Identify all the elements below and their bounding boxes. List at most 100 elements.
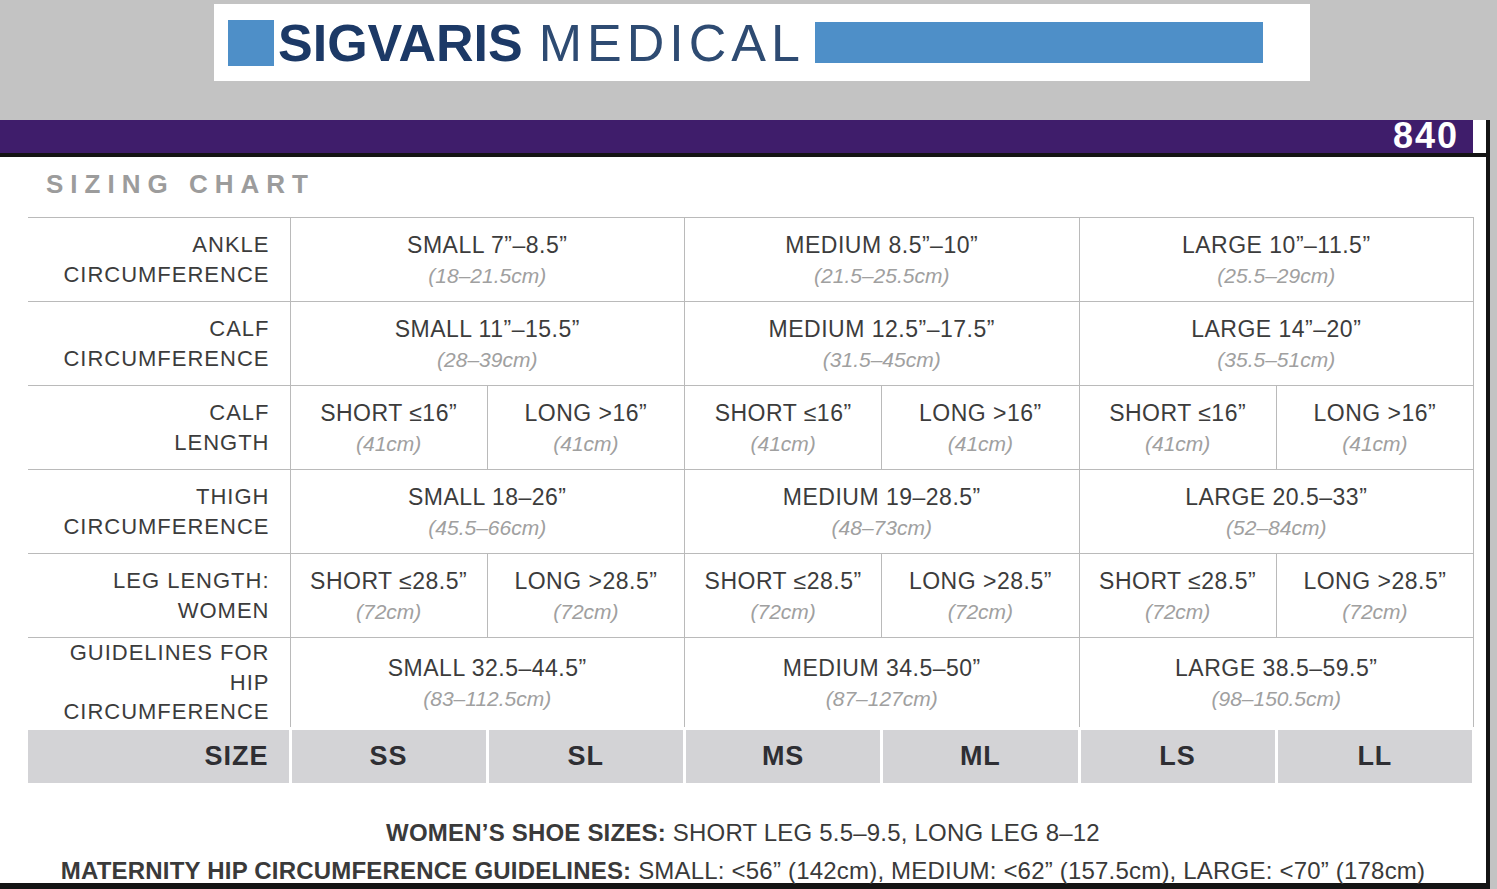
measure-inches: LONG >16” <box>882 400 1078 427</box>
measure-cell: SHORT ≤16” (41cm) <box>290 386 487 470</box>
measure-inches: MEDIUM 19–28.5” <box>685 484 1079 511</box>
measure-cell: LARGE 20.5–33” (52–84cm) <box>1079 470 1474 554</box>
measure-cell: SMALL 18–26”(45.5–66cm) <box>290 470 685 554</box>
product-number: 840 <box>1393 118 1459 154</box>
measure-cm: (87–127cm) <box>685 687 1079 711</box>
measure-cm: (41cm) <box>291 432 487 456</box>
measure-cm: (72cm) <box>685 600 881 624</box>
table-row: THIGHCIRCUMFERENCESMALL 18–26”(45.5–66cm… <box>28 470 1474 554</box>
measure-inches: LONG >16” <box>488 400 684 427</box>
shoe-sizes-note-label: WOMEN’S SHOE SIZES: <box>386 819 666 846</box>
brand-logo: SIGVARIS MEDICAL <box>214 4 1310 81</box>
size-code-cell: ML <box>882 729 1079 785</box>
measure-cm: (21.5–25.5cm) <box>685 264 1079 288</box>
footnotes: WOMEN’S SHOE SIZES: SHORT LEG 5.5–9.5, L… <box>0 819 1486 885</box>
measure-cell: SMALL 32.5–44.5”(83–112.5cm) <box>290 638 685 729</box>
measure-inches: LONG >16” <box>1277 400 1473 427</box>
sizing-table: ANKLECIRCUMFERENCESMALL 7”–8.5” (18–21.5c… <box>28 217 1475 786</box>
page-title: SIZING CHART <box>46 169 1486 200</box>
maternity-hip-note-label: MATERNITY HIP CIRCUMFERENCE GUIDELINES: <box>61 857 632 884</box>
size-code-cell: SL <box>487 729 684 785</box>
measure-cm: (41cm) <box>685 432 881 456</box>
measure-cell: LARGE 38.5–59.5” (98–150.5cm) <box>1079 638 1474 729</box>
measure-inches: SHORT ≤28.5” <box>1080 568 1276 595</box>
measure-cm: (72cm) <box>291 600 487 624</box>
size-code-cell: SS <box>290 729 487 785</box>
measure-cm: (48–73cm) <box>685 516 1079 540</box>
measure-cell: SHORT ≤16” (41cm) <box>1079 386 1276 470</box>
measure-cm: (52–84cm) <box>1080 516 1474 540</box>
measure-cm: (72cm) <box>488 600 684 624</box>
measure-inches: MEDIUM 12.5”–17.5” <box>685 316 1079 343</box>
size-row-label: SIZE <box>28 729 290 785</box>
measure-inches: SHORT ≤16” <box>1080 400 1276 427</box>
measure-cell: SHORT ≤28.5”(72cm) <box>290 554 487 638</box>
measure-cell: SHORT ≤28.5” (72cm) <box>1079 554 1276 638</box>
shoe-sizes-note: WOMEN’S SHOE SIZES: SHORT LEG 5.5–9.5, L… <box>0 819 1486 847</box>
maternity-hip-note: MATERNITY HIP CIRCUMFERENCE GUIDELINES: … <box>0 857 1486 885</box>
row-label: CALFLENGTH <box>28 386 290 470</box>
row-label: THIGHCIRCUMFERENCE <box>28 470 290 554</box>
measure-cell: LARGE 10”–11.5” (25.5–29cm) <box>1079 218 1474 302</box>
measure-cell: LARGE 14”–20” (35.5–51cm) <box>1079 302 1474 386</box>
measure-cell: LONG >28.5” (72cm) <box>487 554 684 638</box>
measure-inches: SMALL 18–26” <box>291 484 685 511</box>
measure-cell: MEDIUM 8.5”–10” (21.5–25.5cm) <box>685 218 1080 302</box>
maternity-hip-note-text: SMALL: <56” (142cm), MEDIUM: <62” (157.5… <box>638 857 1425 884</box>
measure-cell: SMALL 11”–15.5”(28–39cm) <box>290 302 685 386</box>
table-row: LEG LENGTH:WOMENSHORT ≤28.5”(72cm)LONG >… <box>28 554 1474 638</box>
table-row: CALFCIRCUMFERENCESMALL 11”–15.5”(28–39cm… <box>28 302 1474 386</box>
measure-cm: (25.5–29cm) <box>1080 264 1474 288</box>
measure-cell: MEDIUM 34.5–50” (87–127cm) <box>685 638 1080 729</box>
measure-inches: LARGE 20.5–33” <box>1080 484 1474 511</box>
measure-inches: SHORT ≤16” <box>291 400 487 427</box>
logo-brand-text: SIGVARIS <box>278 13 523 73</box>
measure-cm: (35.5–51cm) <box>1080 348 1474 372</box>
measure-cell: LONG >28.5”(72cm) <box>882 554 1079 638</box>
measure-cell: MEDIUM 12.5”–17.5” (31.5–45cm) <box>685 302 1080 386</box>
measure-cm: (18–21.5cm) <box>291 264 685 288</box>
measure-cell: LONG >28.5” (72cm) <box>1276 554 1473 638</box>
measure-cm: (41cm) <box>1277 432 1473 456</box>
measure-inches: SMALL 7”–8.5” <box>291 232 685 259</box>
measure-cell: SHORT ≤28.5” (72cm) <box>685 554 882 638</box>
row-label: LEG LENGTH:WOMEN <box>28 554 290 638</box>
measure-cm: (98–150.5cm) <box>1080 687 1474 711</box>
measure-inches: LONG >28.5” <box>1277 568 1473 595</box>
measure-cm: (41cm) <box>1080 432 1276 456</box>
row-label: ANKLECIRCUMFERENCE <box>28 218 290 302</box>
measure-inches: LARGE 14”–20” <box>1080 316 1474 343</box>
measure-inches: MEDIUM 8.5”–10” <box>685 232 1079 259</box>
measure-inches: MEDIUM 34.5–50” <box>685 655 1079 682</box>
page: { "colors": { "page_bg": "#c3c3c3", "bra… <box>0 0 1497 889</box>
document-sheet: 840 SIZING CHART ANKLECIRCUMFERENCESMALL… <box>0 120 1490 889</box>
measure-cell: LONG >16” (41cm) <box>487 386 684 470</box>
measure-inches: SHORT ≤16” <box>685 400 881 427</box>
measure-cell: SHORT ≤16” (41cm) <box>685 386 882 470</box>
measure-inches: SHORT ≤28.5” <box>685 568 881 595</box>
size-code-cell: LL <box>1276 729 1473 785</box>
measure-cm: (41cm) <box>488 432 684 456</box>
size-row: SIZESSSLMSMLLSLL <box>28 729 1474 785</box>
measure-cell: LONG >16” (41cm) <box>882 386 1079 470</box>
row-label: GUIDELINES FOR HIPCIRCUMFERENCE <box>28 638 290 729</box>
size-code-cell: MS <box>685 729 882 785</box>
banner-divider <box>0 153 1486 157</box>
row-label: CALFCIRCUMFERENCE <box>28 302 290 386</box>
measure-inches: LARGE 38.5–59.5” <box>1080 655 1474 682</box>
logo-bar-shape <box>815 22 1263 63</box>
measure-cm: (41cm) <box>882 432 1078 456</box>
measure-cm: (72cm) <box>1080 600 1276 624</box>
measure-cell: LONG >16” (41cm) <box>1276 386 1473 470</box>
measure-inches: LONG >28.5” <box>488 568 684 595</box>
logo-square-icon <box>228 20 274 66</box>
measure-inches: LARGE 10”–11.5” <box>1080 232 1474 259</box>
shoe-sizes-note-text: SHORT LEG 5.5–9.5, LONG LEG 8–12 <box>673 819 1100 846</box>
measure-cm: (31.5–45cm) <box>685 348 1079 372</box>
sizing-table-body: ANKLECIRCUMFERENCESMALL 7”–8.5” (18–21.5c… <box>28 218 1474 785</box>
measure-cm: (28–39cm) <box>291 348 685 372</box>
size-code-cell: LS <box>1079 729 1276 785</box>
measure-cm: (83–112.5cm) <box>291 687 685 711</box>
measure-cm: (72cm) <box>1277 600 1473 624</box>
logo-suffix-text: MEDICAL <box>539 13 805 73</box>
